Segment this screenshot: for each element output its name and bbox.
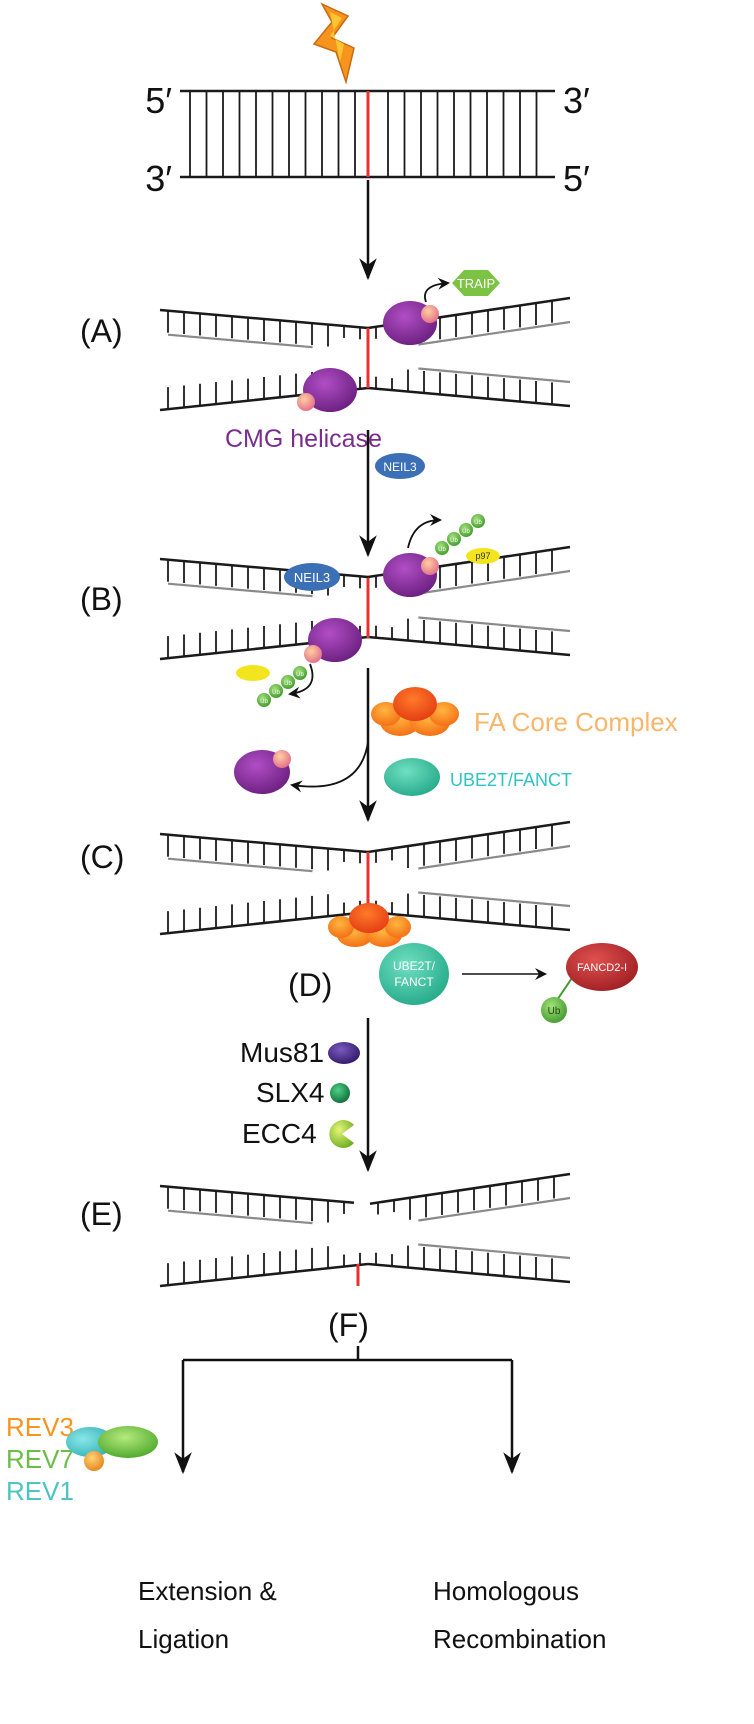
nascent-strand bbox=[167, 582, 313, 598]
ube2t-badge-line2: FANCT bbox=[394, 975, 434, 989]
rev1-label: REV1 bbox=[6, 1476, 74, 1506]
cmg-helicase-label: CMG helicase bbox=[225, 425, 382, 453]
ub-label: Ub bbox=[296, 672, 304, 678]
ub-label: Ub bbox=[284, 681, 292, 687]
ube2t-icon bbox=[384, 758, 440, 796]
ube2t-label: UBE2T/FANCT bbox=[450, 770, 572, 790]
fancd2-ub-label: Ub bbox=[548, 1006, 561, 1017]
extension-label-line1: Extension & bbox=[138, 1576, 277, 1606]
slx4-label: SLX4 bbox=[256, 1077, 325, 1108]
traip-arrow bbox=[424, 277, 450, 303]
cmg-helicase-bottom bbox=[297, 368, 357, 412]
ub-release-arrow-bottom bbox=[288, 663, 314, 699]
fork-c: (C) bbox=[80, 820, 571, 947]
neil3-label: NEIL3 bbox=[383, 460, 417, 474]
neil3-on-dna: NEIL3 bbox=[284, 563, 340, 591]
fork-a: (A) TRAIP CMG helicase bbox=[80, 270, 571, 453]
fa-core-complex-label: FA Core Complex bbox=[474, 707, 678, 737]
fa-core-complex-icon bbox=[371, 687, 459, 736]
mus81-icon bbox=[328, 1042, 360, 1064]
strand-end-top-left: 5′ bbox=[145, 80, 172, 121]
hr-label-line2: Recombination bbox=[433, 1624, 606, 1654]
nascent-strand bbox=[418, 1243, 571, 1260]
fa-core-on-dna bbox=[328, 903, 411, 947]
cmg-helicase-bottom-b bbox=[304, 618, 362, 663]
parental-strand bbox=[367, 386, 571, 408]
parental-strand bbox=[159, 1184, 355, 1205]
nascent-strand bbox=[418, 569, 571, 595]
ub-label: Ub bbox=[450, 538, 458, 544]
slx4-icon bbox=[330, 1083, 350, 1103]
parental-strand bbox=[367, 910, 571, 932]
cmg-helicase-released bbox=[234, 750, 291, 794]
parental-strand bbox=[367, 820, 571, 854]
nascent-strand bbox=[418, 320, 571, 346]
ub-label: Ub bbox=[272, 690, 280, 696]
nascent-strand bbox=[418, 891, 571, 908]
step-label-f: (F) bbox=[328, 1307, 369, 1343]
intact-duplex: 5′ 3′ 3′ 5′ bbox=[145, 2, 590, 199]
step-label-e: (E) bbox=[80, 1196, 123, 1232]
strand-end-bottom-right: 5′ bbox=[563, 158, 590, 199]
traip-label: TRAIP bbox=[457, 276, 495, 291]
step-label-d: (D) bbox=[288, 967, 332, 1003]
ub-chain-top: Ub Ub Ub Ub bbox=[435, 514, 485, 555]
p97-bottom bbox=[236, 665, 270, 681]
cmg-unload-arrow bbox=[290, 741, 369, 793]
lightning-bolt-icon bbox=[312, 2, 355, 85]
cmg-helicase-top-b bbox=[383, 553, 439, 597]
ecc4-label: ECC4 bbox=[242, 1118, 317, 1149]
step-label-c: (C) bbox=[80, 839, 124, 875]
rev7-label: REV7 bbox=[6, 1444, 74, 1474]
strand-end-bottom-left: 3′ bbox=[145, 158, 172, 199]
mus81-label: Mus81 bbox=[240, 1037, 324, 1068]
ub-label: Ub bbox=[438, 547, 446, 553]
ub-label: Ub bbox=[462, 529, 470, 535]
parental-strand bbox=[369, 1172, 571, 1205]
ub-label: Ub bbox=[260, 699, 268, 705]
hr-label-line1: Homologous bbox=[433, 1576, 579, 1606]
rev3-label: REV3 bbox=[6, 1412, 74, 1442]
ub-chain-bottom: Ub Ub Ub Ub bbox=[257, 666, 307, 707]
step-label-a: (A) bbox=[80, 313, 123, 349]
base-pair-rungs bbox=[189, 91, 538, 177]
p97-label: p97 bbox=[475, 551, 490, 561]
cmg-helicase-top bbox=[383, 301, 439, 345]
nascent-strand bbox=[167, 1209, 313, 1225]
nascent-strand bbox=[418, 1196, 571, 1222]
ube2t-badge: UBE2T/ FANCT bbox=[379, 943, 449, 1005]
neil3-on-dna-label: NEIL3 bbox=[294, 570, 330, 585]
neil3-badge: NEIL3 bbox=[375, 453, 425, 479]
ube2t-badge-line1: UBE2T/ bbox=[393, 959, 436, 973]
nascent-strand bbox=[167, 857, 313, 873]
fork-b: (B) NEIL3 Ub Ub Ub Ub p97 bbox=[80, 514, 571, 707]
parental-strand bbox=[367, 1262, 571, 1284]
step-label-b: (B) bbox=[80, 581, 123, 617]
nascent-strand bbox=[167, 333, 313, 349]
extension-label-line2: Ligation bbox=[138, 1624, 229, 1654]
ecc4-icon bbox=[329, 1120, 354, 1148]
nascent-strand bbox=[418, 844, 571, 870]
nascent-strand bbox=[418, 616, 571, 633]
fancd2-i-icon: FANCD2-I Ub bbox=[541, 943, 638, 1023]
parental-strand bbox=[367, 635, 571, 657]
strand-end-top-right: 3′ bbox=[563, 80, 590, 121]
ub-label: Ub bbox=[474, 520, 482, 526]
traip-hexagon: TRAIP bbox=[452, 270, 500, 296]
fork-e: (E) bbox=[80, 1172, 571, 1288]
ub-release-arrow-top bbox=[407, 514, 442, 549]
tls-polymerase-icon bbox=[66, 1426, 158, 1471]
nascent-strand bbox=[418, 367, 571, 384]
p97-top: p97 bbox=[466, 548, 500, 564]
fancd2-label: FANCD2-I bbox=[577, 962, 627, 974]
